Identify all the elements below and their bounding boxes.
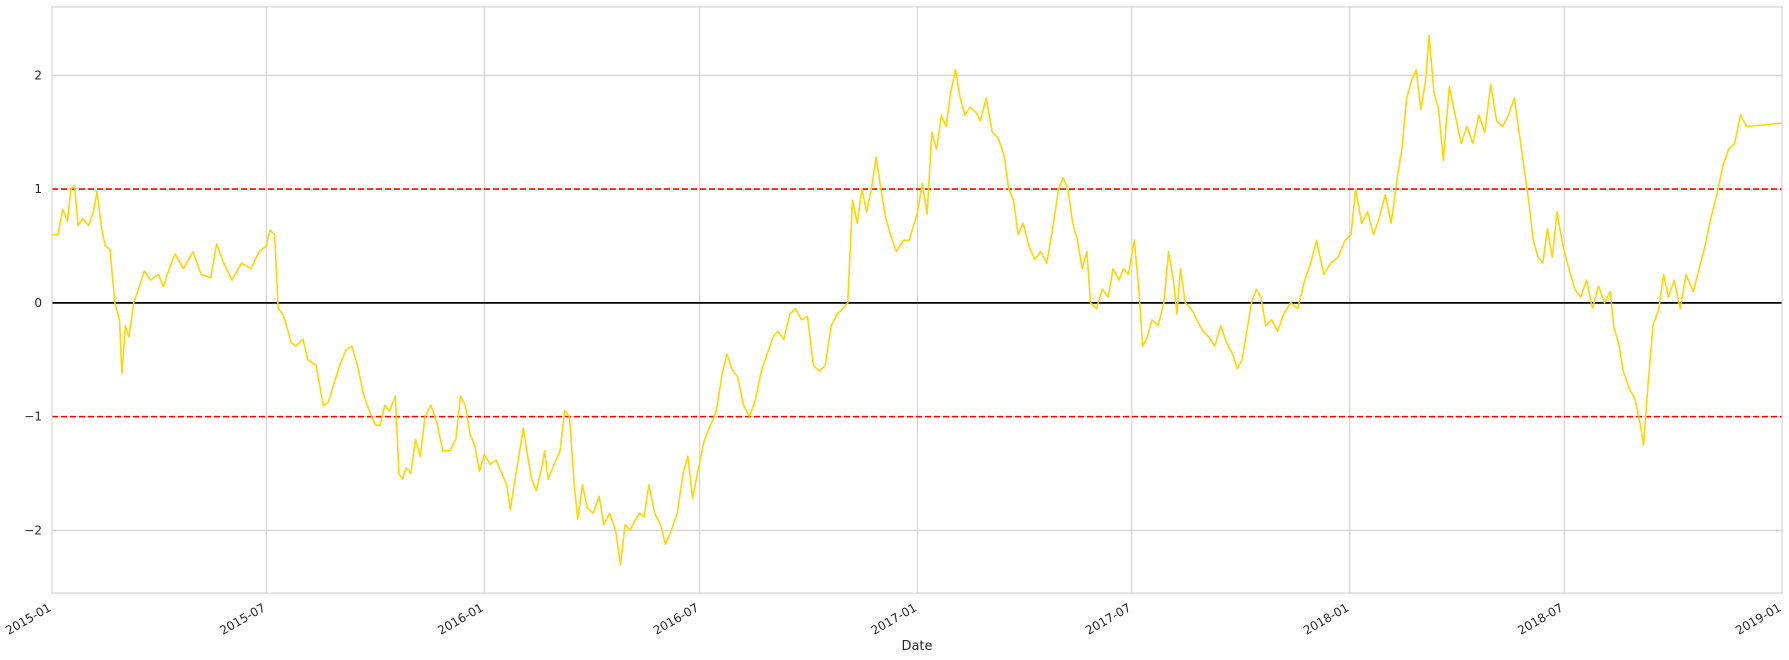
y-tick-label: 2 xyxy=(34,68,42,82)
series-line xyxy=(52,34,1783,566)
y-tick-label: 0 xyxy=(34,296,42,310)
x-tick-label: 2017-01 xyxy=(869,600,919,637)
x-tick-label: 2019-01 xyxy=(1733,600,1783,637)
x-tick-label: 2017-07 xyxy=(1083,600,1133,637)
y-axis-ticks: −2 −1 0 1 2 xyxy=(24,68,42,537)
reference-lines xyxy=(52,188,1782,418)
x-tick-label: 2016-07 xyxy=(651,600,701,637)
x-tick-label: 2018-07 xyxy=(1515,600,1565,637)
y-tick-label: 1 xyxy=(34,182,42,196)
x-tick-label: 2015-07 xyxy=(217,600,267,637)
x-tick-label: 2018-01 xyxy=(1301,600,1351,637)
plot-frame xyxy=(51,6,1783,594)
x-axis-label: Date xyxy=(901,639,932,654)
series-group xyxy=(52,34,1783,566)
y-tick-label: −1 xyxy=(24,410,42,424)
grid-lines xyxy=(51,7,1783,593)
x-tick-label: 2016-01 xyxy=(435,600,485,637)
y-tick-label: −2 xyxy=(24,523,42,537)
x-axis-ticks: 2015-01 2015-07 2016-01 2016-07 2017-01 2017-… xyxy=(3,600,1783,637)
x-tick-label: 2015-01 xyxy=(3,600,53,637)
